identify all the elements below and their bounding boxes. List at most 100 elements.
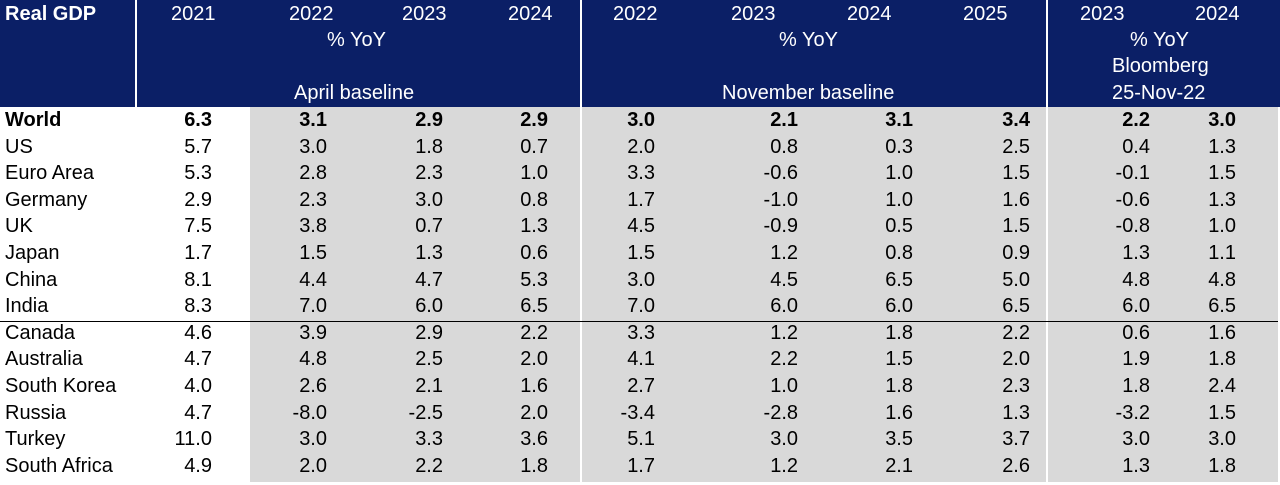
november-shaded-area — [582, 107, 1046, 482]
table-cell: 3.0 — [415, 189, 443, 211]
table-cell: 2.1 — [415, 375, 443, 397]
header-unit: % YoY — [327, 29, 386, 51]
table-cell: 1.9 — [1122, 348, 1150, 370]
header-source: Bloomberg — [1112, 55, 1209, 77]
table-cell: 2.9 — [520, 109, 548, 131]
table-cell: 2.5 — [415, 348, 443, 370]
table-cell: 3.0 — [299, 136, 327, 158]
table-cell: 11.0 — [174, 428, 212, 450]
table-cell: 3.0 — [770, 428, 798, 450]
table-cell: 2.3 — [415, 162, 443, 184]
table-cell: 2.8 — [299, 162, 327, 184]
table-cell: -3.2 — [1115, 402, 1150, 424]
table-cell: 1.2 — [770, 242, 798, 264]
table-cell: 2.2 — [1002, 322, 1030, 344]
table-cell: 2.1 — [770, 109, 798, 131]
table-cell: 3.3 — [627, 162, 655, 184]
table-cell: -2.5 — [408, 402, 443, 424]
table-cell: 1.2 — [770, 455, 798, 477]
table-cell: 4.5 — [770, 269, 798, 291]
header-year-2021: 2021 — [171, 3, 216, 25]
table-cell: 2.3 — [299, 189, 327, 211]
table-cell: 4.7 — [184, 348, 212, 370]
table-cell: 3.0 — [627, 109, 655, 131]
table-cell: 3.8 — [299, 215, 327, 237]
table-cell: 2.0 — [1002, 348, 1030, 370]
table-cell: 0.8 — [885, 242, 913, 264]
table-cell: 0.7 — [520, 136, 548, 158]
header-date: 25-Nov-22 — [1112, 82, 1206, 104]
row-label: Japan — [5, 242, 60, 264]
row-separator — [0, 321, 1278, 322]
table-cell: 4.7 — [184, 402, 212, 424]
header-year: 2024 — [1195, 3, 1240, 25]
table-cell: 1.5 — [627, 242, 655, 264]
table-cell: 3.1 — [885, 109, 913, 131]
table-cell: 0.9 — [1002, 242, 1030, 264]
table-cell: 2.2 — [415, 455, 443, 477]
table-cell: 6.0 — [885, 295, 913, 317]
table-cell: 1.5 — [1002, 215, 1030, 237]
table-cell: 1.5 — [885, 348, 913, 370]
table-cell: 0.6 — [1122, 322, 1150, 344]
table-cell: 4.8 — [1122, 269, 1150, 291]
table-cell: -8.0 — [292, 402, 327, 424]
table-cell: 0.4 — [1122, 136, 1150, 158]
table-cell: 7.0 — [627, 295, 655, 317]
table-cell: 2.6 — [299, 375, 327, 397]
table-cell: 2.4 — [1208, 375, 1236, 397]
table-cell: 0.7 — [415, 215, 443, 237]
table-cell: 6.3 — [184, 109, 212, 131]
table-title: Real GDP — [5, 3, 97, 25]
table-cell: 7.5 — [184, 215, 212, 237]
table-cell: 3.4 — [1002, 109, 1030, 131]
table-cell: 1.5 — [299, 242, 327, 264]
row-label: US — [5, 136, 33, 158]
row-label: China — [5, 269, 58, 291]
table-cell: 1.8 — [885, 322, 913, 344]
table-cell: 6.0 — [1122, 295, 1150, 317]
table-cell: 1.3 — [415, 242, 443, 264]
row-label: Euro Area — [5, 162, 94, 184]
header-unit: % YoY — [779, 29, 838, 51]
table-cell: 5.7 — [184, 136, 212, 158]
row-label: South Korea — [5, 375, 117, 397]
table-cell: 1.3 — [1002, 402, 1030, 424]
table-cell: 1.7 — [184, 242, 212, 264]
table-cell: -3.4 — [620, 402, 655, 424]
table-cell: 2.6 — [1002, 455, 1030, 477]
table-cell: -0.8 — [1115, 215, 1150, 237]
table-cell: 0.8 — [770, 136, 798, 158]
table-cell: 4.0 — [184, 375, 212, 397]
table-cell: 1.8 — [885, 375, 913, 397]
header-group-label: April baseline — [294, 82, 415, 104]
table-cell: 2.0 — [520, 402, 548, 424]
table-cell: 8.3 — [184, 295, 212, 317]
table-cell: 2.5 — [1002, 136, 1030, 158]
table-cell: 1.0 — [885, 189, 913, 211]
header-year: 2022 — [289, 3, 334, 25]
table-cell: 3.0 — [1122, 428, 1150, 450]
header-year: 2023 — [1080, 3, 1125, 25]
table-cell: 1.8 — [1208, 348, 1236, 370]
table-cell: 1.2 — [770, 322, 798, 344]
row-label: World — [5, 109, 62, 131]
table-cell: -0.6 — [763, 162, 798, 184]
row-label: UK — [5, 215, 33, 237]
table-cell: 4.4 — [299, 269, 327, 291]
table-cell: 5.3 — [184, 162, 212, 184]
table-cell: 1.5 — [1208, 402, 1236, 424]
bloomberg-shaded-area — [1048, 107, 1278, 482]
table-cell: 0.3 — [885, 136, 913, 158]
table-cell: 1.0 — [770, 375, 798, 397]
table-cell: 5.1 — [627, 428, 655, 450]
table-cell: 1.0 — [520, 162, 548, 184]
table-cell: 8.1 — [184, 269, 212, 291]
header-year: 2023 — [402, 3, 447, 25]
table-cell: 1.5 — [1208, 162, 1236, 184]
table-cell: 2.1 — [885, 455, 913, 477]
table-cell: -0.9 — [763, 215, 798, 237]
table-cell: -1.0 — [763, 189, 798, 211]
table-cell: 4.8 — [1208, 269, 1236, 291]
header-divider — [580, 0, 582, 107]
